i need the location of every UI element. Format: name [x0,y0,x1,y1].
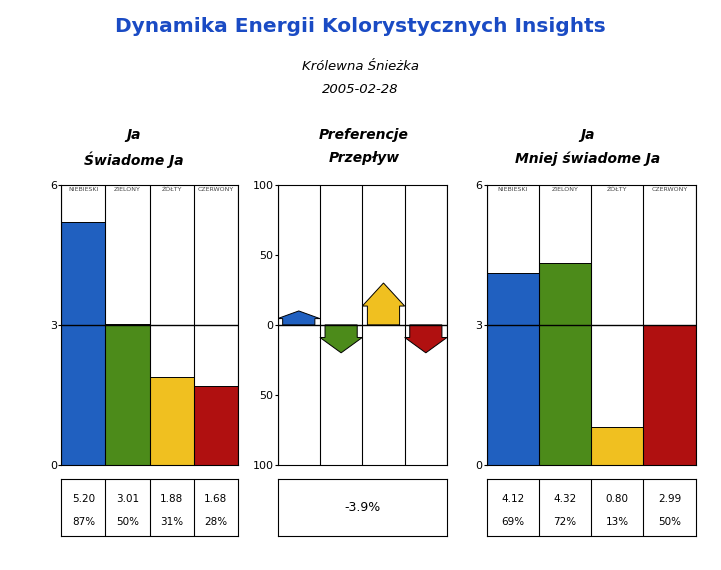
Polygon shape [320,325,362,353]
Text: 4.12: 4.12 [501,494,524,504]
Bar [487,273,539,465]
Text: Dynamika Energii Kolorystycznych Insights: Dynamika Energii Kolorystycznych Insight… [115,17,606,36]
Text: 28%: 28% [204,516,227,527]
Bar [539,263,591,465]
Text: NIEBIESKI: NIEBIESKI [497,186,528,192]
Text: Ja: Ja [126,128,141,142]
Text: 4.32: 4.32 [554,494,577,504]
Text: Ja: Ja [580,128,595,142]
Text: ZIELONY: ZIELONY [114,186,141,192]
Bar [644,325,696,465]
Bar [105,324,150,465]
Text: Świadome Ja: Świadome Ja [84,151,183,168]
Text: 87%: 87% [72,516,95,527]
Text: ŻÓŁTY: ŻÓŁTY [607,186,627,192]
Text: 50%: 50% [116,516,139,527]
Text: CZERWONY: CZERWONY [652,186,688,192]
Text: Mniej świadome Ja: Mniej świadome Ja [515,151,660,165]
Text: 13%: 13% [606,516,629,527]
Text: 72%: 72% [554,516,577,527]
Text: ŻÓŁTY: ŻÓŁTY [162,186,182,192]
Polygon shape [362,283,404,325]
Text: 3.01: 3.01 [116,494,139,504]
Text: NIEBIESKI: NIEBIESKI [68,186,99,192]
Text: Królewna Śnieżka: Królewna Śnieżka [302,60,419,73]
Text: 2005-02-28: 2005-02-28 [322,83,399,96]
Text: 2.99: 2.99 [658,494,681,504]
Text: 50%: 50% [658,516,681,527]
Text: Preferencje: Preferencje [319,128,409,142]
Text: ZIELONY: ZIELONY [552,186,578,192]
Polygon shape [404,325,447,353]
Bar [61,222,105,465]
Text: Przepływ: Przepływ [329,151,399,165]
Text: 69%: 69% [501,516,524,527]
Bar [591,428,644,465]
Text: 31%: 31% [160,516,183,527]
Text: -3.9%: -3.9% [344,501,381,514]
Text: 1.68: 1.68 [204,494,227,504]
Polygon shape [278,311,320,325]
Text: CZERWONY: CZERWONY [198,186,234,192]
Text: 1.88: 1.88 [160,494,183,504]
Text: 0.80: 0.80 [606,494,629,504]
Text: 5.20: 5.20 [72,494,95,504]
Bar [194,386,238,465]
Bar [150,377,194,465]
